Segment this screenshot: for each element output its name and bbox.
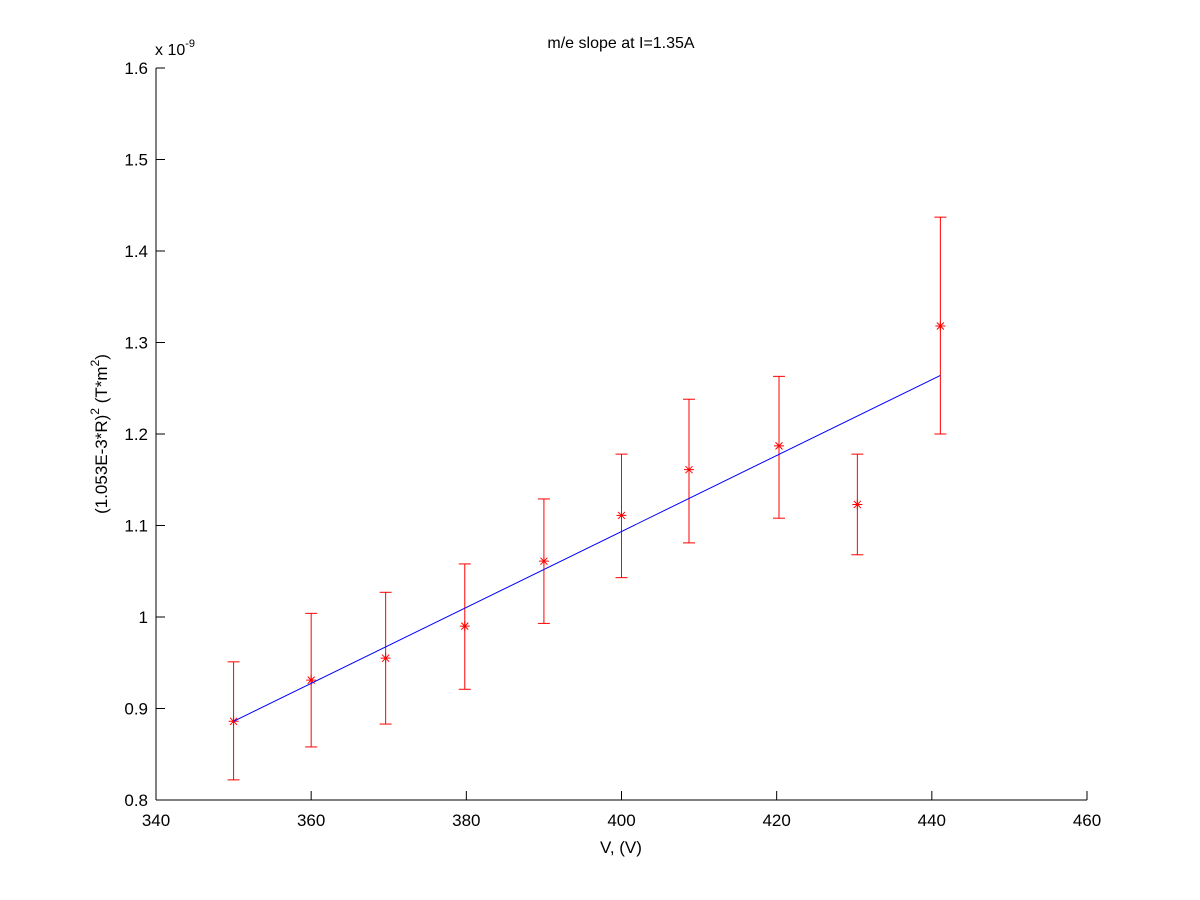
x-tick-label: 400 [607,811,635,830]
data-point-2 [305,612,318,748]
x-tick-label: 460 [1073,811,1101,830]
x-tick-label: 340 [142,811,170,830]
data-point-4 [458,563,471,690]
y-tick-label: 0.9 [124,700,148,719]
x-tick-label: 380 [452,811,480,830]
y-tick-label: 1.3 [124,334,148,353]
y-tick-label: 1.2 [124,425,148,444]
fit-line [233,374,941,722]
asterisk-marker [538,556,549,567]
y-tick-label: 1.6 [124,59,148,78]
x-tick-label: 440 [918,811,946,830]
asterisk-marker [306,675,317,686]
y-tick-label: 0.8 [124,791,148,810]
y-tick-label: 1 [139,608,148,627]
data-point-10 [934,216,947,435]
y-axis-label: (1.053E-3*R)2 (T*m2) [88,354,111,514]
y-tick-label: 1.1 [124,517,148,536]
x-axis-label: V, (V) [600,838,642,857]
y-exponent-label: x 10-9 [155,38,195,59]
asterisk-marker [935,321,946,332]
asterisk-marker [683,464,694,475]
y-tick-label: 1.5 [124,151,148,170]
asterisk-marker [380,653,391,664]
data-point-5 [537,498,550,624]
data-point-6 [615,453,628,579]
asterisk-marker [773,440,784,451]
data-point-9 [851,453,864,556]
chart-title: m/e slope at I=1.35A [547,35,695,52]
asterisk-marker [616,510,627,521]
asterisk-marker [459,621,470,632]
x-tick-label: 360 [297,811,325,830]
data-point-3 [379,591,392,725]
x-tick-label: 420 [762,811,790,830]
asterisk-marker [228,716,239,727]
data-point-7 [682,398,695,544]
asterisk-marker [852,499,863,510]
y-tick-label: 1.4 [124,242,148,261]
data-point-8 [772,375,785,519]
